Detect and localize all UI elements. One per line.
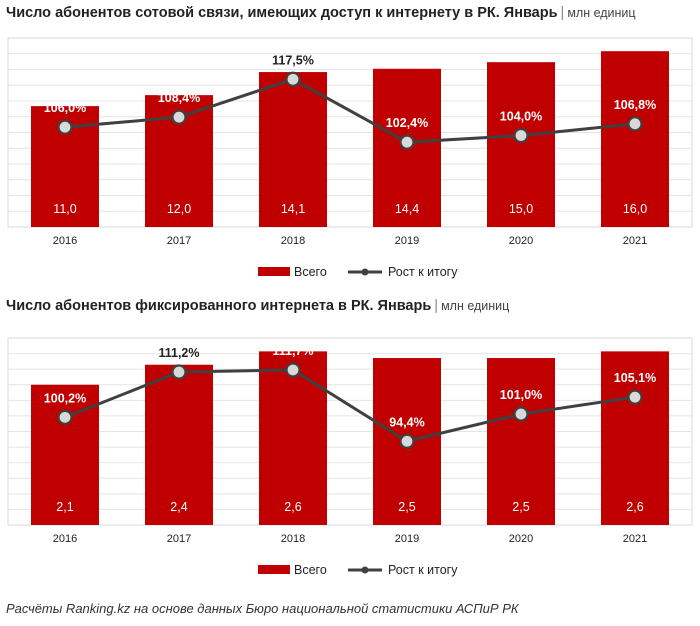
chart-2-unit: млн единиц [441, 299, 510, 313]
growth-point [513, 127, 529, 144]
x-tick-label: 2019 [395, 235, 419, 247]
bar-value-label: 14,1 [281, 202, 305, 216]
x-tick-label: 2019 [395, 533, 419, 545]
bar [259, 351, 327, 525]
bar-value-label: 2,1 [56, 500, 73, 514]
growth-line [64, 77, 636, 144]
chart-2-title: Число абонентов фиксированного интернета… [6, 298, 509, 314]
legend-line-label: Рост к итогу [388, 563, 458, 577]
x-tick-label: 2016 [53, 533, 77, 545]
legend-bar-swatch [258, 565, 290, 574]
growth-value-label: 106,0% [44, 101, 86, 115]
x-tick-label: 2018 [281, 235, 305, 247]
chart-1: 11,0 12,0 14,1 14,4 15,0 16,0 2016 2017 2018 2019… [7, 37, 693, 279]
growth-value-label: 117,5% [272, 53, 314, 67]
x-tick-label: 2021 [623, 235, 647, 247]
x-tick-label: 2018 [281, 533, 305, 545]
chart-1-title: Число абонентов сотовой связи, имеющих д… [6, 5, 636, 21]
growth-value-label: 106,8% [614, 98, 656, 112]
title-separator: | [434, 298, 439, 314]
chart-2-title-text: Число абонентов фиксированного интернета… [6, 298, 432, 314]
growth-value-label: 108,4% [158, 91, 200, 105]
x-tick-label: 2020 [509, 235, 533, 247]
bar [487, 358, 555, 525]
bar-value-label: 15,0 [509, 202, 533, 216]
growth-point [57, 409, 73, 425]
legend-line-label: Рост к итогу [388, 265, 458, 279]
bar-value-label: 2,6 [626, 500, 643, 514]
growth-value-label: 111,7% [272, 344, 313, 358]
chart-2: 2,1 2,4 2,6 2,5 2,5 2,6 2016 2017 2018 2019 2020 20… [7, 337, 693, 577]
chart-1-title-text: Число абонентов сотовой связи, имеющих д… [6, 5, 558, 21]
x-tick-label: 2016 [53, 235, 77, 247]
growth-value-label: 111,2% [158, 346, 199, 360]
bar [601, 51, 669, 227]
growth-point [171, 109, 187, 125]
bar-value-label: 2,6 [284, 500, 301, 514]
bar [601, 351, 669, 525]
growth-point [513, 406, 529, 422]
legend-bar-swatch [258, 267, 290, 276]
growth-point [285, 71, 301, 87]
bar-value-label: 14,4 [395, 202, 419, 216]
bar-value-label: 2,5 [512, 500, 529, 514]
x-tick-label: 2021 [623, 533, 647, 545]
growth-value-label: 94,4% [389, 415, 424, 429]
source-footer: Расчёты Ranking.kz на основе данных Бюро… [6, 601, 519, 616]
growth-value-label: 101,0% [500, 388, 542, 402]
x-tick-label: 2020 [509, 533, 533, 545]
growth-point [399, 433, 415, 449]
legend-bar-label: Всего [294, 563, 327, 577]
growth-value-label: 104,0% [500, 110, 542, 124]
bar-value-label: 11,0 [53, 202, 76, 216]
growth-value-label: 100,2% [44, 391, 86, 405]
growth-point [627, 116, 643, 132]
bar-value-label: 2,4 [170, 500, 187, 514]
bar [487, 62, 555, 227]
growth-point [627, 389, 643, 405]
growth-line [64, 368, 636, 443]
legend-line-marker [361, 268, 369, 276]
growth-point [57, 119, 73, 135]
title-separator: | [560, 5, 565, 21]
bar [145, 364, 213, 525]
growth-value-label: 102,4% [386, 116, 428, 130]
chart-1-unit: млн единиц [567, 6, 636, 20]
bar-value-label: 16,0 [623, 202, 647, 216]
x-tick-label: 2017 [167, 235, 191, 247]
growth-point [171, 364, 187, 380]
legend-bar-label: Всего [294, 265, 327, 279]
x-tick-label: 2017 [167, 533, 191, 545]
legend-line-marker [361, 566, 369, 574]
growth-point [399, 134, 415, 150]
bar [259, 72, 327, 227]
bar-value-label: 12,0 [167, 202, 191, 216]
growth-value-label: 105,1% [614, 371, 656, 385]
growth-point [285, 362, 301, 378]
bar-value-label: 2,5 [398, 500, 415, 514]
